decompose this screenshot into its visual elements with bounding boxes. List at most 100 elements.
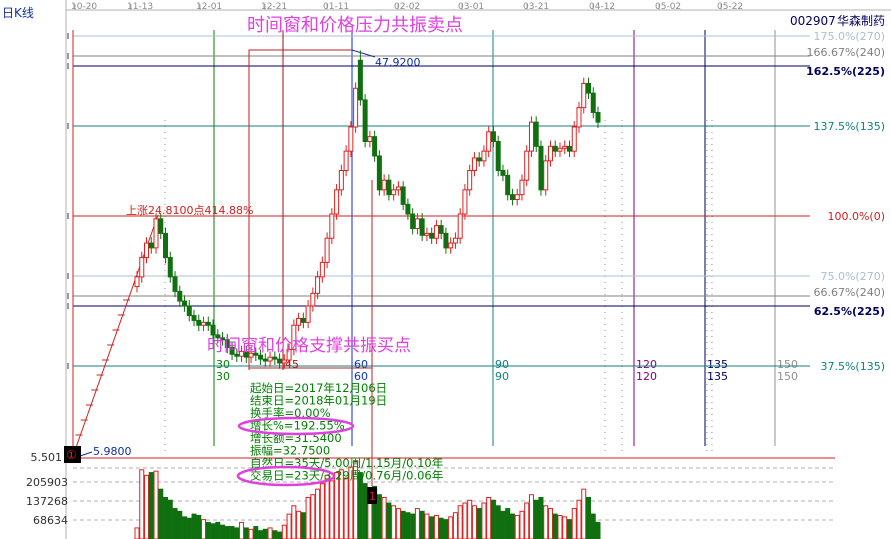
candle[interactable] — [343, 150, 349, 172]
candle[interactable] — [519, 179, 525, 196]
candle[interactable] — [243, 350, 249, 358]
candle[interactable] — [267, 356, 273, 362]
candle[interactable] — [448, 242, 454, 249]
candle[interactable] — [457, 213, 463, 239]
candle[interactable] — [471, 157, 477, 172]
candle[interactable] — [500, 170, 506, 176]
candle[interactable] — [300, 317, 306, 323]
end-marker[interactable] — [367, 487, 377, 504]
candle[interactable] — [372, 136, 378, 157]
candle[interactable] — [452, 237, 458, 244]
candle[interactable] — [433, 225, 439, 239]
candle[interactable] — [543, 160, 549, 191]
candle[interactable] — [281, 359, 287, 364]
candle[interactable] — [505, 174, 511, 196]
candle[interactable] — [253, 352, 259, 356]
candle[interactable] — [381, 179, 387, 191]
candle[interactable] — [305, 305, 311, 323]
candle[interactable] — [258, 354, 264, 360]
candle[interactable] — [595, 111, 601, 123]
candle[interactable] — [329, 213, 335, 239]
start-marker[interactable] — [64, 446, 81, 463]
candle[interactable] — [262, 358, 268, 362]
candle[interactable] — [585, 82, 591, 94]
candle[interactable] — [153, 218, 159, 249]
candle[interactable] — [167, 257, 173, 278]
candle[interactable] — [182, 300, 188, 307]
candle[interactable] — [524, 150, 530, 181]
candle[interactable] — [566, 145, 572, 152]
candle[interactable] — [481, 150, 487, 162]
candle[interactable] — [528, 121, 534, 152]
candle[interactable] — [405, 203, 411, 215]
candle[interactable] — [467, 170, 473, 191]
candle[interactable] — [248, 352, 254, 358]
candle[interactable] — [538, 145, 544, 191]
candle[interactable] — [557, 147, 563, 152]
candle[interactable] — [514, 194, 520, 201]
candle[interactable] — [562, 145, 568, 149]
candle[interactable] — [148, 242, 154, 249]
candle[interactable] — [158, 218, 164, 234]
candle[interactable] — [196, 319, 202, 326]
candle[interactable] — [177, 290, 183, 302]
candle[interactable] — [277, 358, 283, 364]
candle[interactable] — [186, 305, 192, 317]
candle[interactable] — [495, 140, 501, 172]
candle[interactable] — [438, 225, 444, 234]
candle[interactable] — [291, 324, 297, 350]
candle[interactable] — [348, 126, 354, 152]
candle[interactable] — [272, 356, 278, 360]
candle[interactable] — [229, 346, 235, 355]
candle[interactable] — [376, 155, 382, 191]
candle[interactable] — [429, 232, 435, 239]
candle[interactable] — [490, 131, 496, 142]
candle[interactable] — [338, 170, 344, 191]
candle[interactable] — [419, 218, 425, 236]
candle[interactable] — [462, 189, 468, 215]
candle[interactable] — [205, 321, 211, 326]
candle[interactable] — [353, 87, 359, 128]
candle[interactable] — [220, 337, 226, 341]
candle[interactable] — [172, 276, 178, 292]
candle[interactable] — [310, 292, 316, 307]
candle[interactable] — [509, 194, 515, 201]
candle[interactable] — [319, 261, 325, 278]
candle[interactable] — [486, 131, 492, 152]
candle[interactable] — [144, 242, 150, 259]
candle[interactable] — [414, 218, 420, 230]
candle[interactable] — [334, 189, 340, 215]
candle[interactable] — [443, 232, 449, 249]
candle[interactable] — [324, 237, 330, 263]
candle[interactable] — [571, 126, 577, 152]
candle[interactable] — [139, 257, 145, 278]
candle[interactable] — [210, 324, 216, 336]
candle[interactable] — [367, 136, 373, 142]
candle[interactable] — [315, 276, 321, 294]
candle[interactable] — [476, 157, 482, 162]
candle[interactable] — [163, 232, 169, 259]
candle[interactable] — [424, 232, 430, 236]
candle[interactable] — [286, 348, 292, 361]
candle[interactable] — [234, 353, 240, 357]
candle[interactable] — [391, 189, 397, 196]
candle[interactable] — [215, 334, 221, 339]
candle[interactable] — [224, 339, 230, 348]
candle[interactable] — [134, 276, 140, 288]
candle[interactable] — [395, 186, 401, 191]
candle[interactable] — [239, 350, 245, 357]
candle[interactable] — [357, 59, 363, 101]
candle[interactable] — [410, 213, 416, 230]
candle[interactable] — [296, 317, 302, 326]
candle[interactable] — [547, 145, 553, 162]
candle[interactable] — [533, 121, 539, 147]
candle[interactable] — [590, 92, 596, 113]
candle[interactable] — [576, 107, 582, 128]
candle[interactable] — [552, 145, 558, 152]
candle[interactable] — [581, 82, 587, 109]
candle[interactable] — [201, 321, 207, 326]
candle[interactable] — [386, 179, 392, 196]
candle[interactable] — [362, 99, 368, 142]
candle[interactable] — [400, 186, 406, 205]
